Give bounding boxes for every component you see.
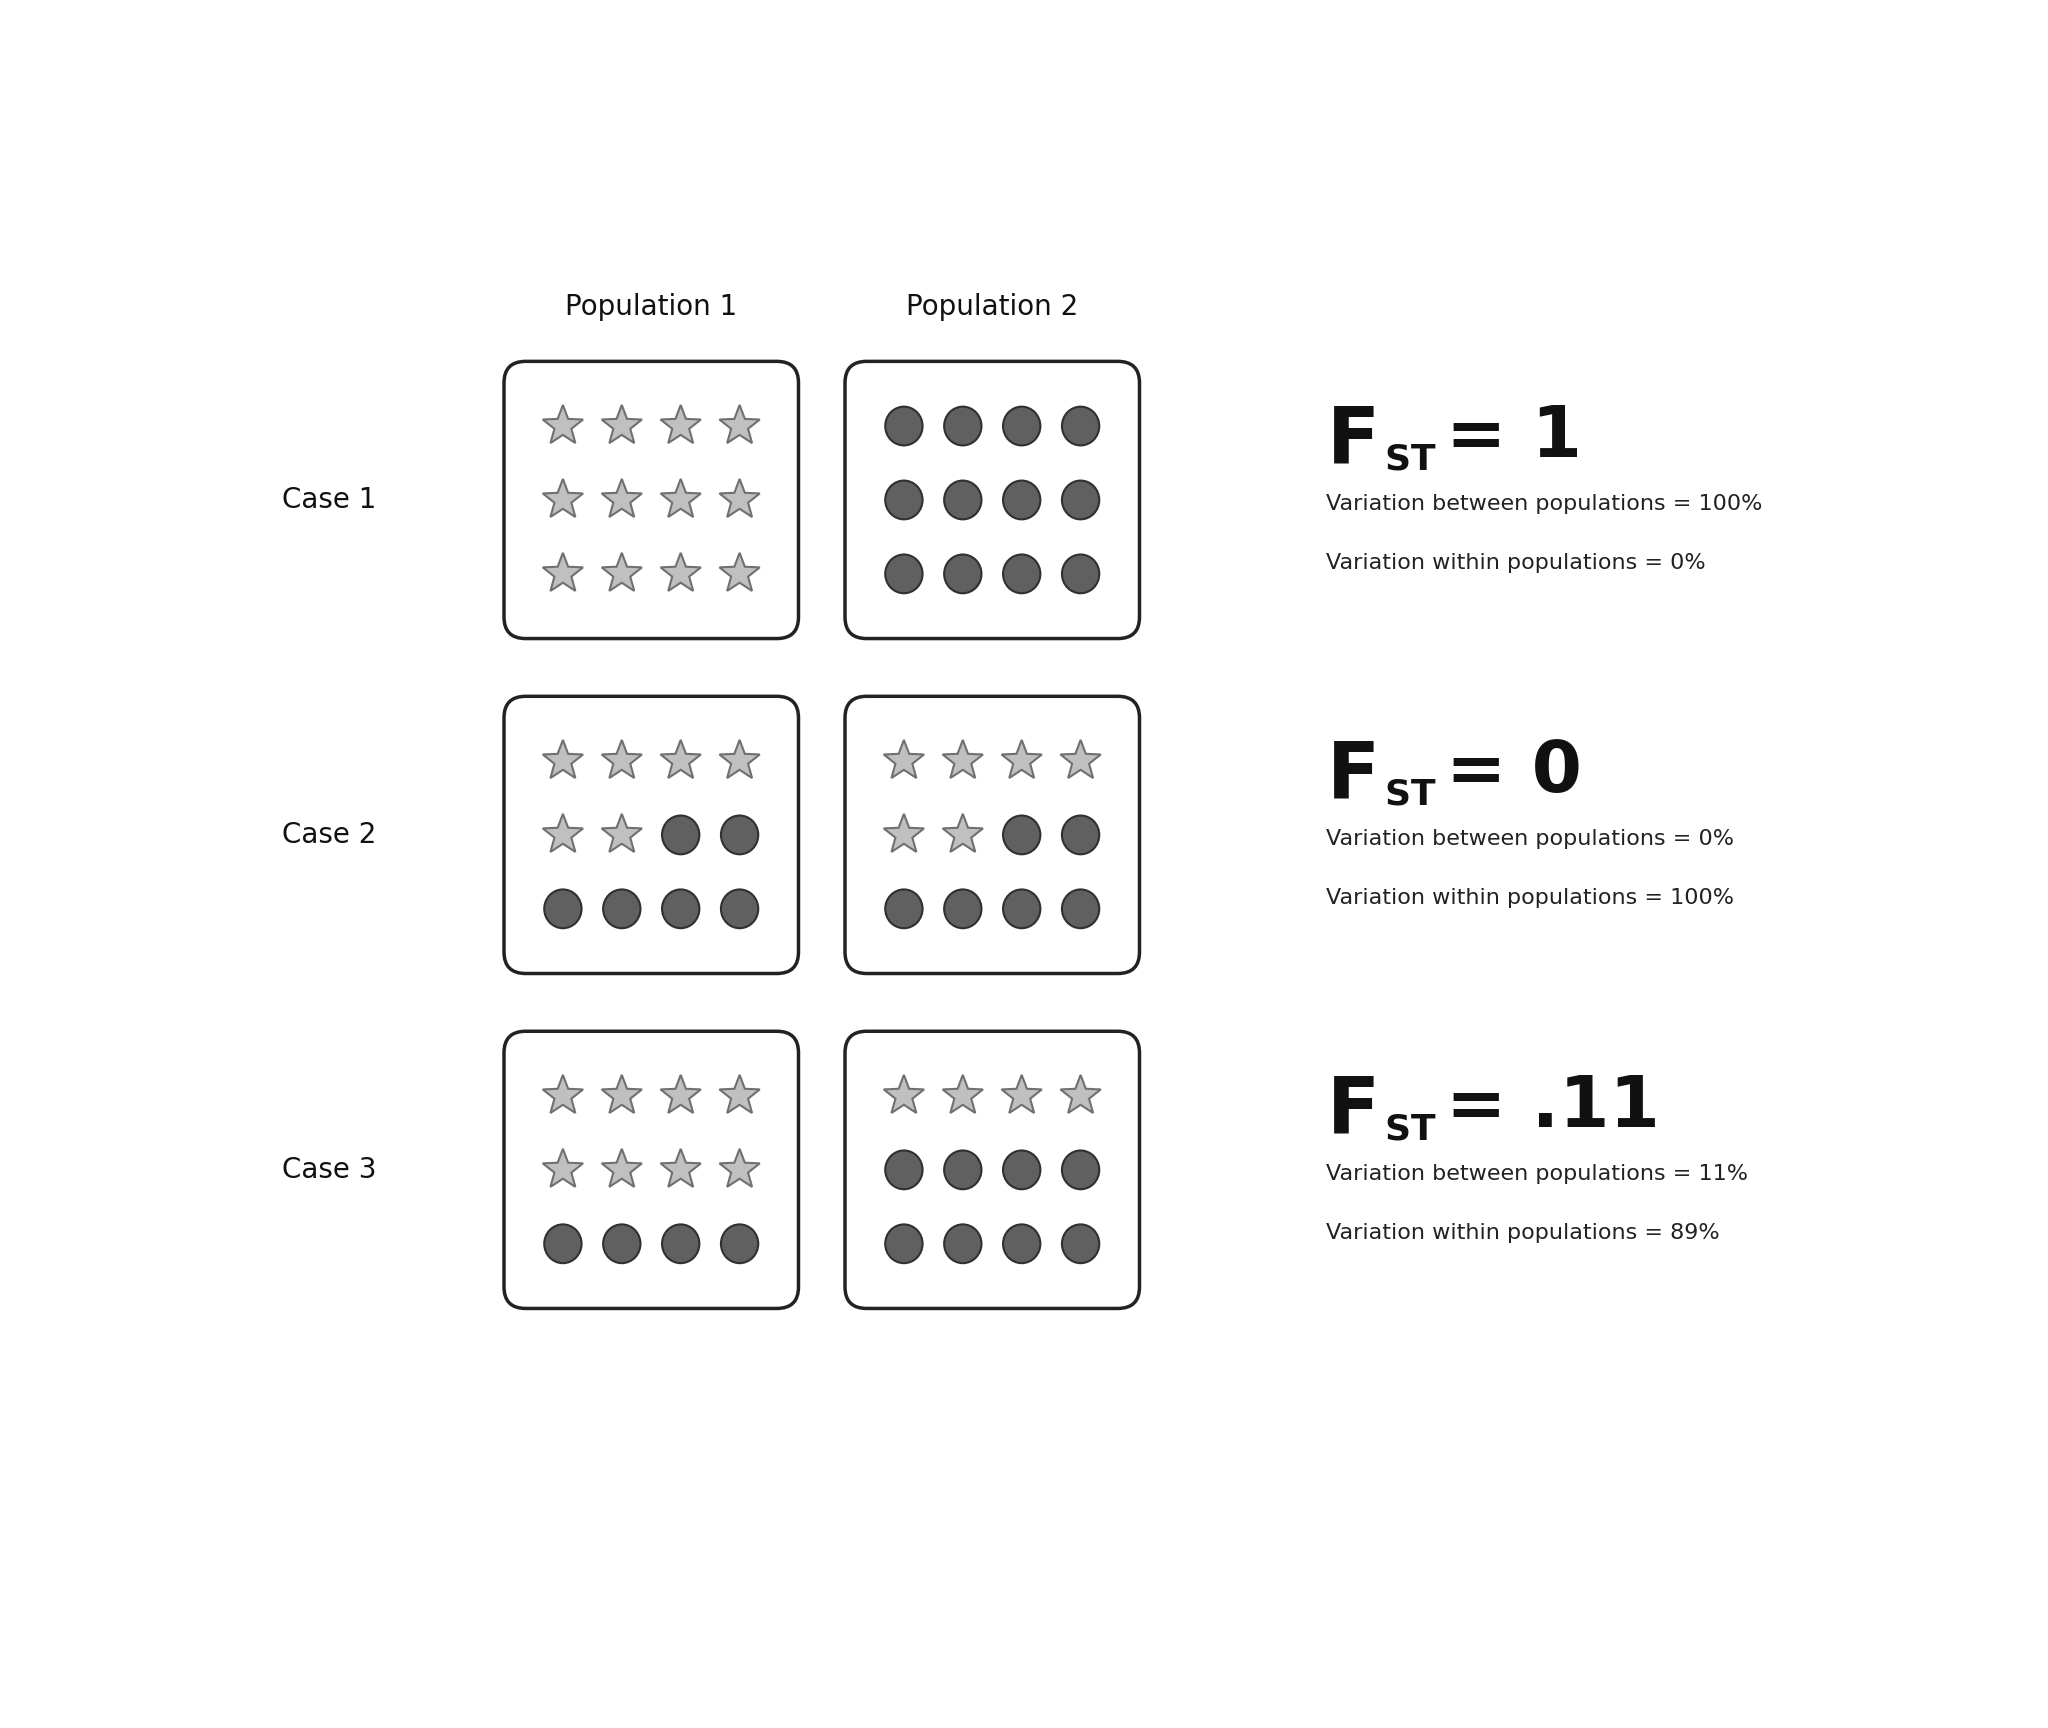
Polygon shape [942,740,983,778]
Text: = 0: = 0 [1446,738,1581,807]
Text: Population 2: Population 2 [905,294,1079,321]
Polygon shape [543,553,584,591]
Ellipse shape [1063,555,1100,593]
Polygon shape [885,814,924,852]
Polygon shape [602,1075,641,1113]
Polygon shape [1061,1075,1100,1113]
Polygon shape [543,1149,584,1187]
Ellipse shape [944,1225,981,1263]
Polygon shape [885,740,924,778]
FancyBboxPatch shape [504,361,799,639]
Polygon shape [719,1075,760,1113]
Text: Variation within populations = 100%: Variation within populations = 100% [1325,888,1733,907]
Text: $\mathbf{ST}$: $\mathbf{ST}$ [1384,778,1436,812]
Ellipse shape [1063,1225,1100,1263]
Ellipse shape [1063,406,1100,446]
Text: $\mathbf{ST}$: $\mathbf{ST}$ [1384,442,1436,477]
Polygon shape [543,479,584,517]
Ellipse shape [885,480,922,520]
FancyBboxPatch shape [846,696,1139,973]
Polygon shape [719,479,760,517]
Polygon shape [602,553,641,591]
Polygon shape [602,814,641,852]
Ellipse shape [885,1225,922,1263]
Polygon shape [662,1149,700,1187]
Ellipse shape [1063,890,1100,928]
Text: Variation between populations = 0%: Variation between populations = 0% [1325,829,1733,848]
Polygon shape [942,1075,983,1113]
Ellipse shape [1004,555,1040,593]
Text: = 1: = 1 [1446,403,1581,472]
FancyBboxPatch shape [846,361,1139,639]
Polygon shape [719,1149,760,1187]
Polygon shape [543,814,584,852]
Polygon shape [1001,1075,1042,1113]
Ellipse shape [721,816,758,854]
Ellipse shape [721,890,758,928]
Polygon shape [719,404,760,442]
Polygon shape [543,1075,584,1113]
Ellipse shape [885,555,922,593]
Polygon shape [719,553,760,591]
Polygon shape [662,404,700,442]
Polygon shape [662,479,700,517]
Polygon shape [602,479,641,517]
Text: $\mathbf{F}$: $\mathbf{F}$ [1325,738,1374,814]
Polygon shape [1061,740,1100,778]
Text: Population 1: Population 1 [565,294,737,321]
Ellipse shape [885,406,922,446]
Ellipse shape [662,1225,698,1263]
Ellipse shape [604,890,641,928]
Polygon shape [602,740,641,778]
Ellipse shape [944,480,981,520]
Polygon shape [543,404,584,442]
FancyBboxPatch shape [504,696,799,973]
Text: $\mathbf{F}$: $\mathbf{F}$ [1325,403,1374,479]
Ellipse shape [545,890,582,928]
Ellipse shape [1004,890,1040,928]
Text: Case 2: Case 2 [283,821,377,848]
Ellipse shape [545,1225,582,1263]
Ellipse shape [1004,406,1040,446]
Polygon shape [662,553,700,591]
Ellipse shape [1004,1151,1040,1189]
Polygon shape [602,1149,641,1187]
Polygon shape [719,740,760,778]
Polygon shape [543,740,584,778]
Ellipse shape [1063,480,1100,520]
Text: Variation within populations = 0%: Variation within populations = 0% [1325,553,1706,574]
Ellipse shape [1004,816,1040,854]
Text: Variation between populations = 100%: Variation between populations = 100% [1325,494,1761,513]
Ellipse shape [944,890,981,928]
Polygon shape [885,1075,924,1113]
Text: = .11: = .11 [1446,1073,1659,1142]
Ellipse shape [1063,816,1100,854]
Text: Case 3: Case 3 [283,1156,377,1184]
Text: Case 1: Case 1 [283,486,377,513]
Ellipse shape [604,1225,641,1263]
Ellipse shape [944,1151,981,1189]
Text: Variation within populations = 89%: Variation within populations = 89% [1325,1223,1718,1242]
Text: $\mathbf{ST}$: $\mathbf{ST}$ [1384,1113,1436,1147]
Ellipse shape [662,890,698,928]
Polygon shape [662,1075,700,1113]
Ellipse shape [662,816,698,854]
FancyBboxPatch shape [504,1032,799,1308]
Ellipse shape [885,890,922,928]
Polygon shape [602,404,641,442]
Polygon shape [942,814,983,852]
Polygon shape [662,740,700,778]
Ellipse shape [1004,480,1040,520]
Ellipse shape [885,1151,922,1189]
Ellipse shape [944,406,981,446]
Ellipse shape [944,555,981,593]
Text: $\mathbf{F}$: $\mathbf{F}$ [1325,1073,1374,1149]
Ellipse shape [1004,1225,1040,1263]
FancyBboxPatch shape [846,1032,1139,1308]
Text: Variation between populations = 11%: Variation between populations = 11% [1325,1163,1747,1184]
Ellipse shape [721,1225,758,1263]
Polygon shape [1001,740,1042,778]
Ellipse shape [1063,1151,1100,1189]
